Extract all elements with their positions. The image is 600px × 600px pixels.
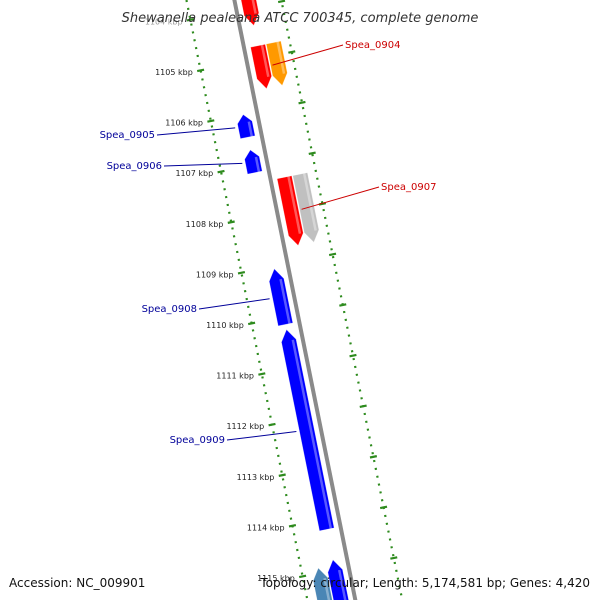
gene-feature bbox=[240, 0, 260, 26]
gene-highlight bbox=[254, 156, 261, 173]
gene-feature bbox=[312, 567, 333, 600]
major-tick bbox=[298, 100, 306, 105]
label-leader bbox=[163, 162, 243, 167]
gene-label: Spea_0908 bbox=[142, 304, 197, 315]
gene-highlight bbox=[323, 578, 331, 600]
feature-layer bbox=[237, 0, 350, 600]
major-tick bbox=[247, 321, 256, 326]
major-tick bbox=[308, 151, 316, 155]
tick-label: 1104 kbp bbox=[145, 17, 183, 26]
major-tick bbox=[328, 252, 337, 257]
genome-summary-text: Topology: circular; Length: 5,174,581 bp… bbox=[259, 576, 590, 590]
major-tick bbox=[237, 271, 246, 275]
major-tick bbox=[379, 505, 388, 510]
tick-label: 1106 kbp bbox=[165, 119, 203, 128]
major-tick bbox=[258, 372, 266, 376]
tick-label: 1110 kbp bbox=[206, 321, 244, 330]
major-tick bbox=[278, 473, 286, 477]
major-tick bbox=[186, 18, 195, 22]
gene-label: Spea_0906 bbox=[107, 161, 162, 172]
tick-label: 1107 kbp bbox=[175, 169, 213, 178]
label-leader bbox=[226, 431, 297, 441]
gene-highlight bbox=[260, 44, 270, 77]
major-tick bbox=[359, 404, 367, 408]
major-tick bbox=[298, 574, 307, 579]
gene-highlight bbox=[291, 339, 333, 529]
label-leader bbox=[156, 127, 236, 136]
gene-highlight bbox=[279, 278, 291, 324]
major-tick bbox=[217, 169, 225, 174]
tick-label: 1111 kbp bbox=[216, 372, 254, 381]
gene-feature bbox=[327, 559, 350, 600]
tick-label: 1114 kbp bbox=[247, 523, 285, 532]
gene-highlight bbox=[247, 121, 254, 137]
label-layer: Spea_0904 Spea_0905 Spea_0906 Spea_0907 Spea… bbox=[100, 40, 437, 446]
gene-highlight bbox=[302, 173, 317, 231]
label-leader bbox=[272, 44, 344, 66]
major-tick bbox=[227, 220, 235, 224]
gene-highlight bbox=[337, 569, 347, 600]
label-leader bbox=[198, 298, 270, 310]
tick-label: 1113 kbp bbox=[237, 473, 275, 482]
tick-label: 1115 kbp bbox=[257, 574, 295, 583]
gene-highlight bbox=[251, 0, 257, 14]
major-tick bbox=[349, 353, 357, 358]
major-tick bbox=[288, 524, 297, 528]
label-leader bbox=[301, 186, 380, 210]
major-tick bbox=[390, 556, 398, 560]
track-layer: 1104 kbp 1105 kbp 1106 kbp 1107 kbp 1108 kbp… bbox=[145, 0, 404, 600]
gene-feature bbox=[292, 172, 320, 243]
gene-label: Spea_0909 bbox=[170, 435, 225, 446]
major-tick bbox=[196, 68, 205, 73]
map-title: Shewanella pealeana ATCC 700345, complet… bbox=[122, 11, 479, 26]
gene-label: Spea_0904 bbox=[345, 40, 400, 51]
tick-label: 1109 kbp bbox=[196, 270, 234, 279]
major-tick bbox=[288, 50, 296, 54]
gene-label: Spea_0907 bbox=[381, 182, 436, 193]
accession-text: Accession: NC_009901 bbox=[9, 576, 145, 590]
gene-feature bbox=[237, 114, 256, 140]
major-tick bbox=[369, 455, 378, 459]
major-tick bbox=[268, 422, 276, 427]
gene-feature bbox=[244, 149, 263, 175]
tick-label: 1105 kbp bbox=[155, 68, 193, 77]
major-tick bbox=[277, 0, 286, 4]
backbone-line bbox=[232, 0, 358, 600]
major-tick bbox=[207, 119, 215, 123]
gene-feature bbox=[268, 268, 294, 327]
gene-highlight bbox=[287, 176, 302, 234]
major-tick bbox=[339, 303, 347, 307]
gene-feature bbox=[265, 40, 288, 87]
gene-label: Spea_0905 bbox=[100, 130, 155, 141]
gene-highlight bbox=[276, 41, 286, 74]
tick-label: 1108 kbp bbox=[186, 220, 224, 229]
tick-label: 1112 kbp bbox=[226, 422, 264, 431]
gene-feature bbox=[276, 175, 304, 247]
gene-feature bbox=[250, 43, 272, 90]
gene-feature bbox=[281, 328, 335, 532]
